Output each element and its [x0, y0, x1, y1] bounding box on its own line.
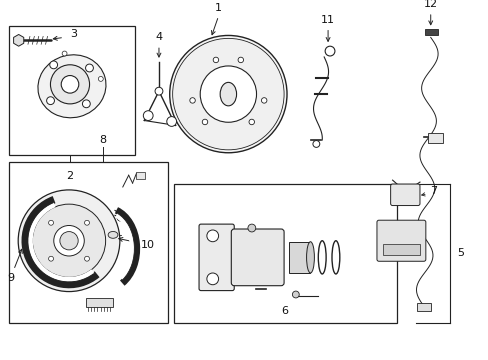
- Bar: [135, 172, 145, 179]
- Circle shape: [48, 220, 53, 225]
- Text: 5: 5: [456, 248, 463, 258]
- Bar: [173, 184, 396, 323]
- Circle shape: [50, 65, 89, 104]
- Bar: [416, 303, 430, 311]
- Circle shape: [54, 225, 84, 256]
- Circle shape: [50, 61, 58, 69]
- Bar: [427, 133, 443, 143]
- Circle shape: [292, 291, 299, 298]
- Ellipse shape: [306, 242, 314, 273]
- Circle shape: [189, 98, 195, 103]
- FancyBboxPatch shape: [199, 224, 234, 291]
- Text: 7: 7: [429, 186, 436, 196]
- Bar: [9, 162, 167, 323]
- Text: 11: 11: [321, 15, 334, 25]
- Circle shape: [18, 190, 120, 292]
- Text: 2: 2: [66, 171, 73, 181]
- Circle shape: [312, 140, 319, 147]
- FancyBboxPatch shape: [376, 220, 425, 261]
- Bar: [382, 244, 419, 255]
- Circle shape: [84, 220, 89, 225]
- Bar: [424, 28, 437, 35]
- Ellipse shape: [108, 231, 118, 238]
- Circle shape: [206, 230, 218, 242]
- Circle shape: [61, 76, 79, 93]
- Text: 8: 8: [100, 135, 106, 145]
- Circle shape: [117, 213, 124, 221]
- Circle shape: [238, 57, 243, 63]
- Ellipse shape: [38, 55, 106, 118]
- Bar: [85, 298, 113, 307]
- Circle shape: [206, 273, 218, 285]
- Circle shape: [248, 119, 254, 125]
- Text: 4: 4: [155, 32, 162, 42]
- Circle shape: [143, 111, 153, 121]
- Polygon shape: [14, 35, 24, 46]
- Text: 6: 6: [281, 306, 288, 316]
- Circle shape: [213, 57, 218, 63]
- Text: 1: 1: [215, 3, 222, 13]
- Circle shape: [84, 256, 89, 261]
- Circle shape: [155, 87, 163, 95]
- Circle shape: [85, 64, 93, 72]
- Circle shape: [166, 117, 176, 126]
- Circle shape: [202, 119, 207, 125]
- FancyBboxPatch shape: [390, 184, 419, 206]
- Circle shape: [98, 76, 103, 81]
- Circle shape: [60, 231, 78, 250]
- Bar: [288, 242, 310, 273]
- FancyBboxPatch shape: [231, 229, 284, 286]
- Text: 9: 9: [7, 249, 22, 283]
- Circle shape: [325, 46, 334, 56]
- Circle shape: [46, 97, 54, 104]
- Bar: [9, 26, 134, 155]
- Circle shape: [82, 100, 90, 108]
- Circle shape: [32, 204, 105, 277]
- Circle shape: [200, 66, 256, 122]
- Text: 12: 12: [423, 0, 437, 9]
- Circle shape: [48, 256, 53, 261]
- Circle shape: [62, 51, 67, 56]
- Text: 3: 3: [70, 30, 77, 40]
- Circle shape: [169, 35, 286, 153]
- Circle shape: [172, 39, 284, 150]
- Circle shape: [247, 224, 255, 232]
- Text: 10: 10: [119, 238, 154, 249]
- Circle shape: [261, 98, 266, 103]
- Ellipse shape: [220, 82, 236, 106]
